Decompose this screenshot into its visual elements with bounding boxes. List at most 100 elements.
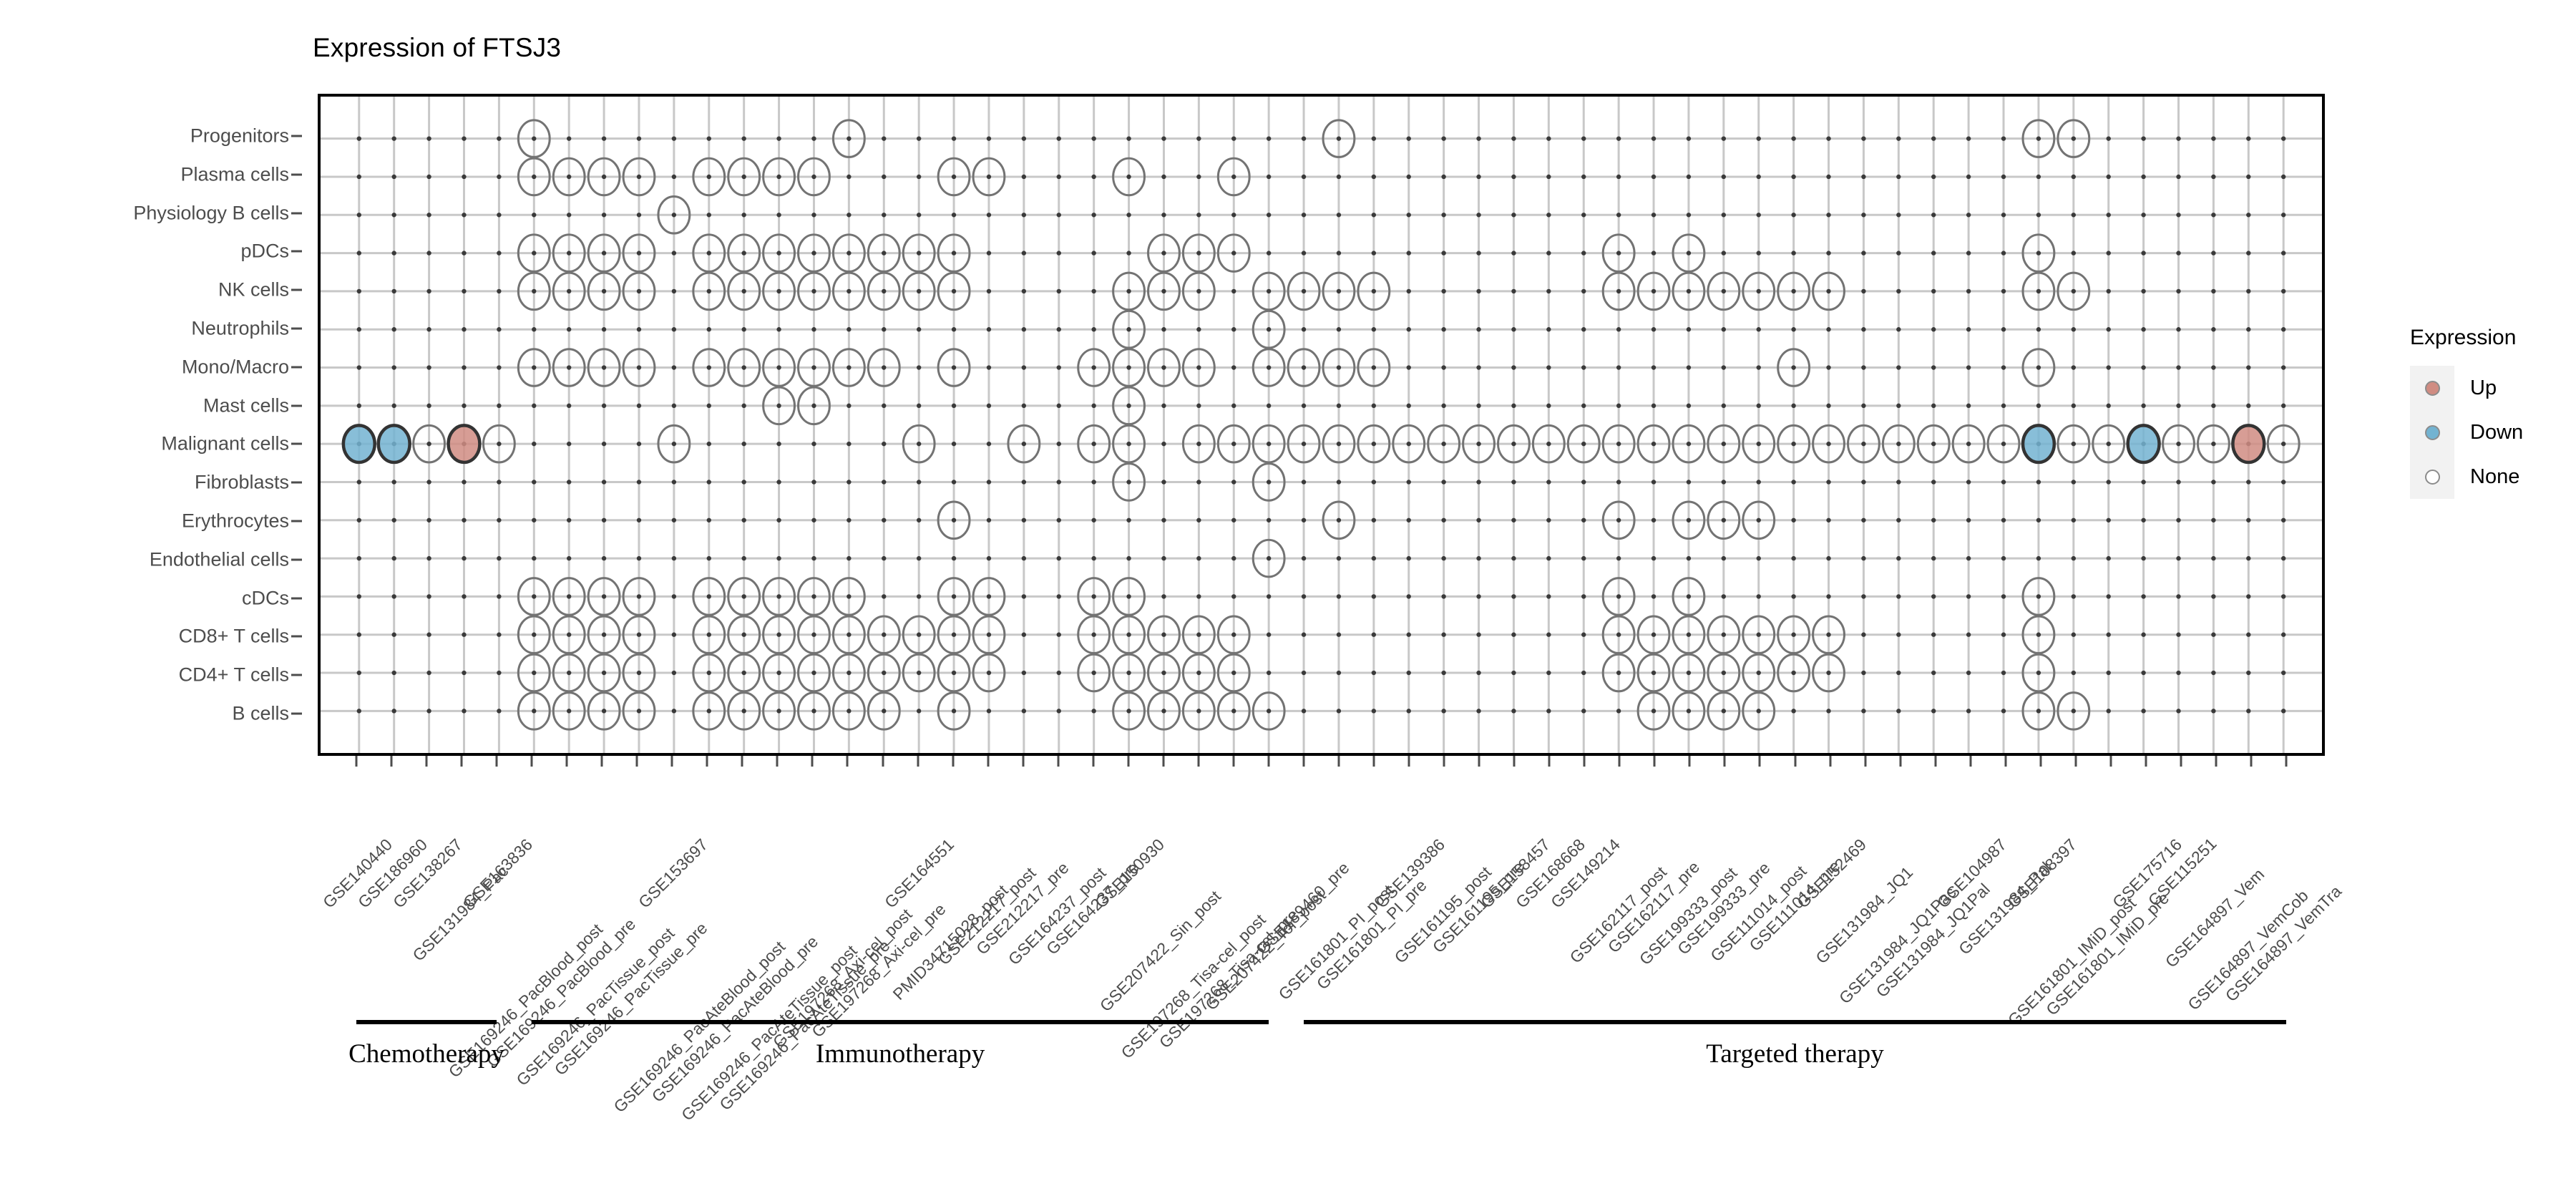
expression-dot [1462,424,1496,464]
expression-dot [587,577,621,616]
expression-dot [902,233,936,273]
expression-dot [517,577,551,616]
expression-dot [762,348,796,387]
expression-dot [692,577,726,616]
expression-dot [692,348,726,387]
legend-row[interactable]: Up [2410,366,2575,410]
expression-dot [1112,577,1146,616]
expression-dot [1742,500,1776,540]
expression-dot [1322,271,1356,311]
expression-dot [1357,271,1391,311]
expression-dot [1112,157,1146,197]
expression-dot [1112,386,1146,426]
expression-dot [1112,271,1146,311]
y-tick-label: cDCs [242,587,289,608]
expression-dot [657,424,691,464]
expression-dot [1742,691,1776,731]
expression-dot [1147,615,1181,654]
expression-dot [1742,653,1776,693]
expression-dot [552,615,586,654]
expression-dot [1601,500,1636,540]
x-tick-mark [1478,756,1480,767]
legend-row[interactable]: Down [2410,410,2575,455]
x-tick-mark [1618,756,1621,767]
x-tick-mark [1022,756,1025,767]
expression-dot [902,653,936,693]
x-tick-mark [1162,756,1165,767]
expression-dot [1427,424,1461,464]
x-tick-mark [882,756,884,767]
expression-dot [1601,233,1636,273]
expression-dot [1252,348,1286,387]
expression-dot [1216,424,1251,464]
x-tick-mark [2285,756,2288,767]
expression-dot [2162,424,2195,464]
x-tick-mark [706,756,708,767]
x-tick-mark [1829,756,1832,767]
expression-dot [1147,271,1181,311]
expression-dot [1252,538,1286,578]
expression-dot [1007,424,1041,464]
expression-dot [902,424,936,464]
expression-dot [867,348,901,387]
x-tick-mark [460,756,463,767]
expression-dot [517,653,551,693]
expression-dot [622,348,656,387]
plot-panel [318,94,2325,756]
y-tick-label: Mast cells [203,394,289,417]
group-label: Immunotherapy [815,1039,985,1069]
expression-dot [692,615,726,654]
y-tick-mark [291,404,302,407]
expression-dot [2021,615,2056,654]
x-tick-mark [741,756,743,767]
expression-dot [2021,348,2056,387]
legend-swatch [2410,410,2454,455]
expression-dot [1672,691,1706,731]
expression-dot [552,233,586,273]
expression-dot [1497,424,1531,464]
y-tick-label: Progenitors [190,125,289,147]
legend-row[interactable]: None [2410,455,2575,499]
expression-dot [937,500,971,540]
x-tick-mark [1127,756,1130,767]
expression-dot [1077,424,1111,464]
x-tick-mark [846,756,849,767]
expression-dot [587,691,621,731]
x-tick-mark [600,756,603,767]
expression-dot [1147,348,1181,387]
therapy-group-annotations: Chemotherapy Immunotherapy Targeted therap… [0,1020,2576,1106]
x-tick-mark [390,756,393,767]
x-tick-mark [2004,756,2007,767]
expression-dot [831,691,866,731]
expression-dot [762,157,796,197]
legend-label: Up [2470,376,2497,399]
expression-dot [2092,424,2126,464]
expression-dot [1777,271,1811,311]
expression-dot [797,271,831,311]
expression-dot [2021,577,2056,616]
expression-dot [902,615,936,654]
expression-dot [937,157,971,197]
expression-dot [1636,653,1671,693]
y-tick-label: Mono/Macro [181,356,289,378]
expression-dot [972,577,1006,616]
expression-dot [1287,424,1321,464]
expression-dot [937,615,971,654]
expression-dot [937,271,971,311]
x-tick-mark [1758,756,1761,767]
expression-dot [482,424,516,464]
y-tick-mark [291,712,302,715]
x-tick-mark [1092,756,1095,767]
expression-dot [762,386,796,426]
x-tick-mark [1513,756,1516,767]
y-tick-mark [291,635,302,638]
y-tick-mark [291,481,302,484]
expression-dot [2021,691,2056,731]
x-tick-mark [1653,756,1656,767]
expression-dot [727,271,761,311]
expression-dot [692,691,726,731]
expression-dot [1077,348,1111,387]
y-tick-label: Plasma cells [180,163,289,185]
expression-dot [1287,271,1321,311]
x-tick-mark [1443,756,1445,767]
